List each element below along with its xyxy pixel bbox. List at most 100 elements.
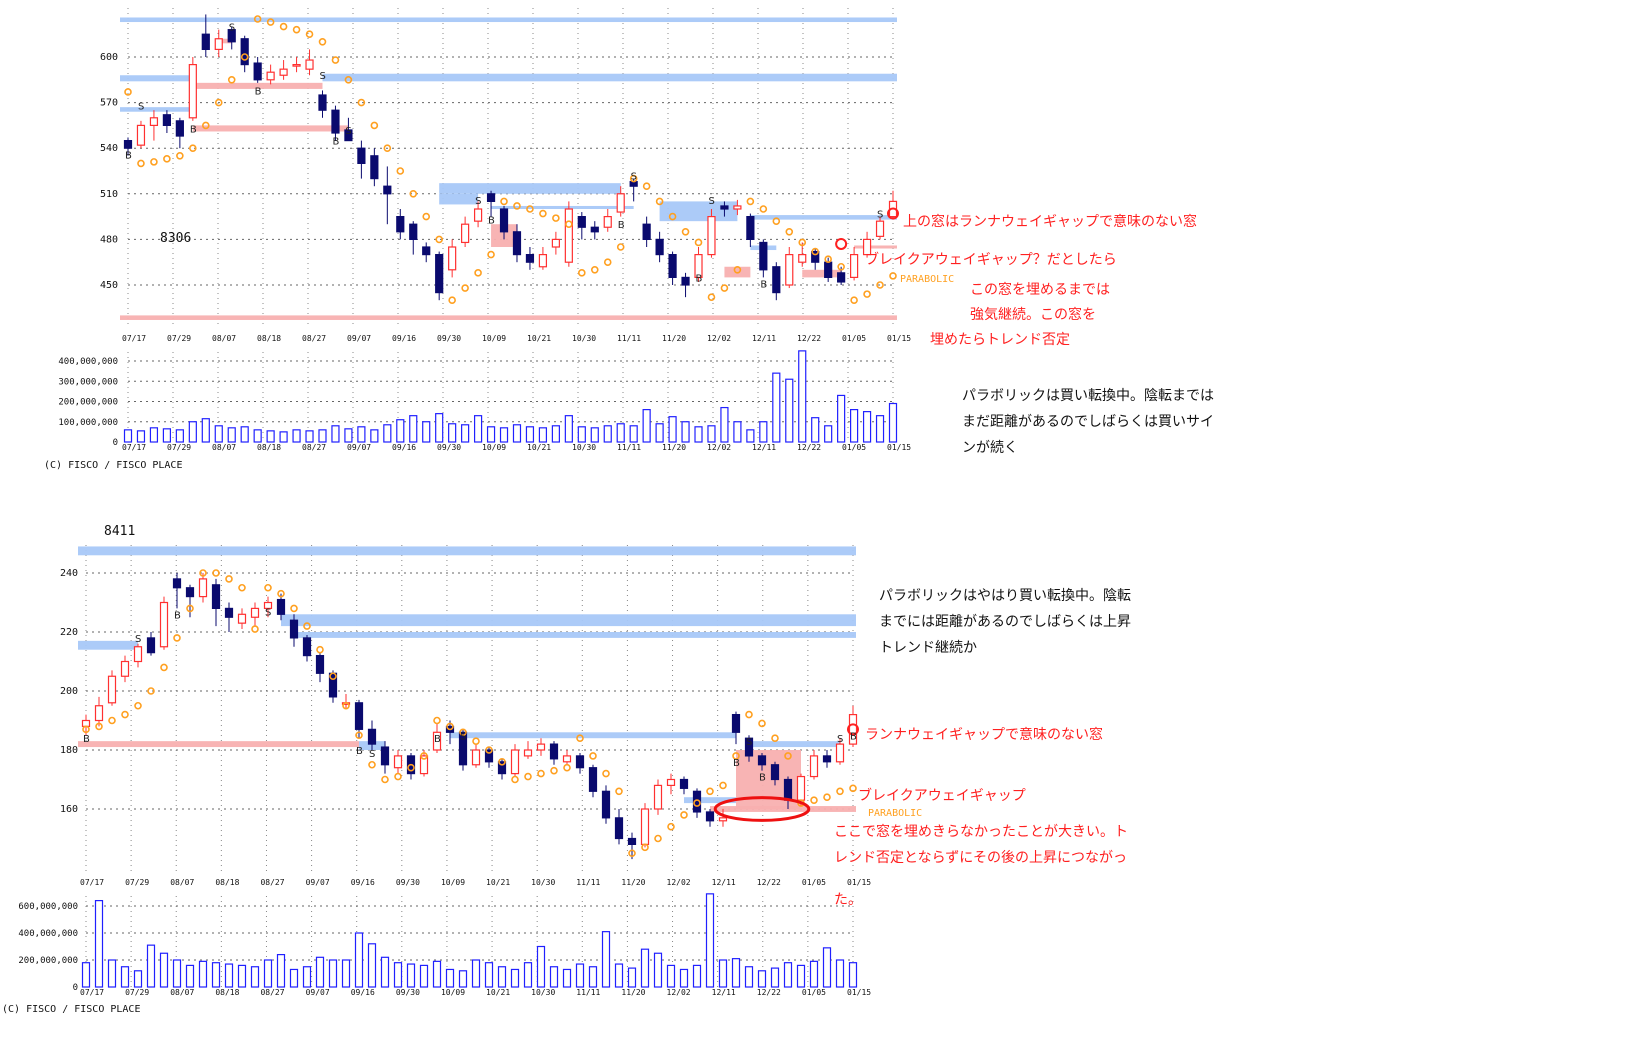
- candle-body: [627, 837, 637, 846]
- volume-bar: [292, 429, 301, 443]
- volume-x-tick-label: 08/07: [212, 443, 236, 452]
- candle-body: [510, 749, 520, 775]
- volume-bar: [875, 415, 885, 443]
- candle-body: [120, 660, 130, 677]
- candle-body: [848, 713, 858, 745]
- copyright-top: (C) FISCO / FISCO PLACE: [44, 460, 183, 471]
- candle-body: [81, 719, 91, 728]
- parabolic-sar-dot: [409, 190, 418, 198]
- volume-bar: [380, 956, 390, 988]
- candle-body: [577, 216, 586, 228]
- marker-circle: [847, 723, 859, 736]
- signal-label-S: S: [746, 737, 752, 748]
- parabolic-sar-dot: [681, 228, 690, 236]
- volume-x-tick-label: 12/11: [752, 443, 776, 452]
- candle-body: [744, 737, 754, 757]
- candle-body: [224, 607, 234, 618]
- candle-body: [279, 68, 288, 76]
- x-tick-label: 12/22: [797, 334, 821, 343]
- volume-x-tick-label: 08/18: [215, 988, 239, 997]
- volume-bar: [253, 429, 262, 443]
- parabolic-sar-dot: [383, 144, 392, 152]
- volume-bar: [796, 964, 806, 988]
- parabolic-sar-dot: [134, 701, 142, 710]
- parabolic-sar-dot: [368, 760, 376, 769]
- candle-body: [302, 637, 312, 657]
- volume-bar: [681, 421, 690, 443]
- copyright-bottom: (C) FISCO / FISCO PLACE: [2, 1004, 141, 1015]
- x-tick-label: 07/29: [167, 334, 191, 343]
- candle-body: [266, 71, 275, 81]
- parabolic-sar-dot: [889, 272, 897, 280]
- candle-body: [590, 226, 599, 233]
- chart-8411: [78, 545, 859, 988]
- volume-x-tick-label: 10/21: [486, 988, 510, 997]
- volume-bar: [809, 960, 819, 988]
- y-tick-label: 200: [60, 686, 78, 697]
- volume-bar: [837, 394, 846, 443]
- volume-bar: [679, 968, 689, 988]
- parabolic-sar-dot: [95, 722, 103, 731]
- volume-bar: [146, 944, 156, 988]
- x-tick-label: 11/11: [617, 334, 641, 343]
- volume-bar: [240, 426, 249, 443]
- parabolic-sar-dot: [433, 716, 441, 725]
- gap-band-gap_down: [78, 741, 359, 748]
- parabolic-sar-dot: [706, 787, 714, 796]
- candle-body: [837, 272, 846, 283]
- x-tick-label: 10/09: [441, 878, 465, 887]
- parabolic-sar-dot: [124, 88, 132, 96]
- volume-bar: [263, 959, 273, 988]
- volume-bar: [123, 429, 133, 443]
- parabolic-sar-dot: [251, 625, 259, 633]
- y-tick-label: 570: [100, 98, 118, 109]
- parabolic-sar-dot: [342, 701, 350, 710]
- annotation2-line-4: レンド否定とならずにその後の上昇につながっ: [834, 850, 1128, 866]
- volume-bar: [668, 416, 677, 443]
- candle-body: [159, 601, 169, 648]
- parabolic-sar-dot: [498, 757, 506, 766]
- volume-tick-label: 200,000,000: [18, 956, 78, 966]
- volume-bar: [396, 419, 405, 443]
- parabolic-sar-dot: [526, 205, 534, 213]
- volume-bar: [227, 427, 236, 443]
- parabolic-sar-dot: [798, 238, 807, 247]
- parabolic-sar-dot: [513, 202, 521, 210]
- parabolic-sar-dot: [485, 746, 493, 754]
- candle-body: [523, 749, 533, 757]
- parabolic-sar-dot: [849, 784, 857, 793]
- annotation-runaway-gap: 上の窓はランナウェイギャップで意味のない窓: [903, 214, 1197, 230]
- candle-body: [227, 29, 236, 43]
- volume-bar: [302, 966, 312, 988]
- volume-bar: [523, 962, 533, 988]
- parabolic-sar-dot: [329, 672, 337, 681]
- signal-label-S: S: [631, 172, 637, 183]
- candle-body: [409, 223, 418, 240]
- volume-bar: [824, 425, 833, 443]
- candle-body: [367, 728, 377, 745]
- y-tick-label: 450: [100, 280, 118, 291]
- volume-bar: [406, 963, 416, 988]
- volume-bar: [666, 964, 676, 988]
- parabolic-sar-dot: [759, 205, 768, 213]
- candle-body: [133, 646, 143, 663]
- candle-body: [875, 220, 885, 237]
- parabolic-sar-dot: [629, 174, 638, 183]
- candle-body: [811, 250, 820, 263]
- volume-bar: [757, 970, 767, 988]
- parabolic-sar-dot: [500, 197, 508, 206]
- volume-bar: [588, 966, 598, 988]
- volume-bar: [705, 893, 715, 988]
- candle-body: [705, 811, 715, 822]
- signal-label-B: B: [190, 124, 197, 135]
- parabolic-sar-dot: [615, 787, 623, 796]
- x-tick-label: 10/21: [527, 334, 551, 343]
- volume-bar: [419, 964, 429, 988]
- signal-label-B: B: [733, 758, 740, 769]
- parabolic-sar-dot: [186, 604, 194, 613]
- candle-body: [448, 246, 457, 271]
- candle-body: [822, 755, 832, 763]
- x-tick-label: 07/29: [125, 878, 149, 887]
- signal-label-S: S: [475, 196, 481, 207]
- parabolic-sar-dot: [370, 121, 379, 130]
